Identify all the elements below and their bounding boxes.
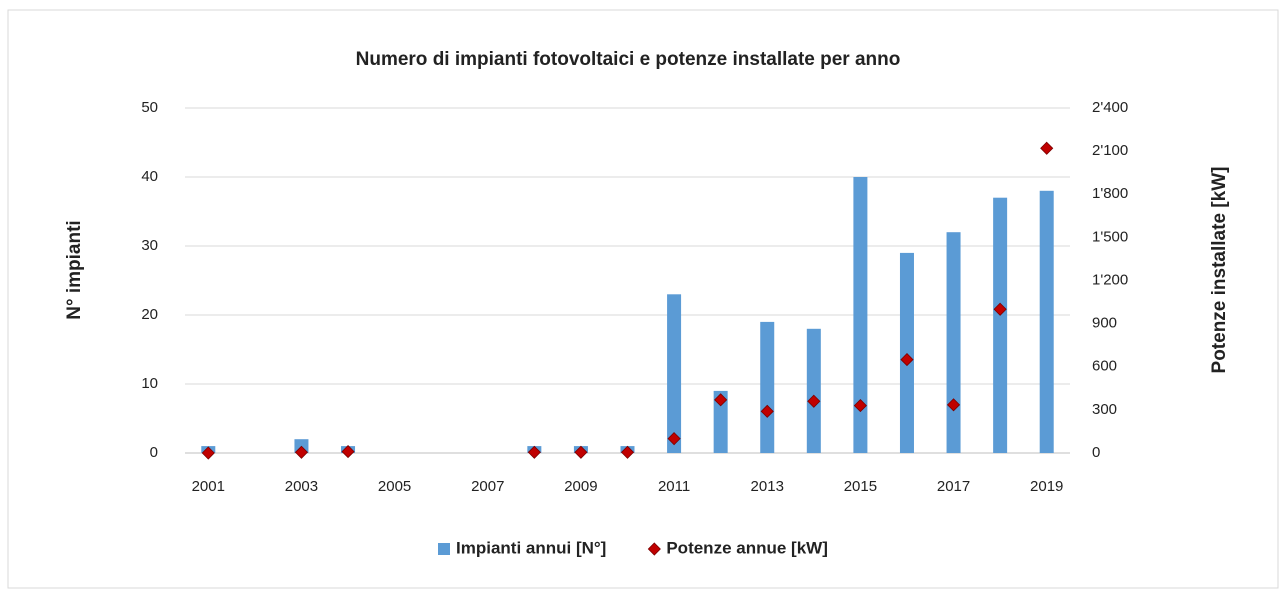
chart-border xyxy=(7,9,1279,589)
marker xyxy=(946,398,961,412)
marker xyxy=(341,444,355,459)
legend-swatch xyxy=(647,542,661,556)
y-tick-label: 40 xyxy=(141,168,158,185)
x-tick-label: 2015 xyxy=(844,478,877,495)
bar xyxy=(713,390,728,453)
bar xyxy=(993,197,1008,453)
y-tick-label: 30 xyxy=(141,237,158,254)
chart-title: Numero di impianti fotovoltaici e potenz… xyxy=(356,49,901,70)
x-tick-label: 2001 xyxy=(192,478,225,495)
marker xyxy=(853,398,867,413)
legend-swatch xyxy=(438,543,450,555)
y2-axis-title: Potenze installate [kW] xyxy=(1209,167,1230,374)
marker xyxy=(900,352,914,367)
x-tick-label: 2013 xyxy=(751,478,784,495)
x-tick-label: 2017 xyxy=(937,478,970,495)
marker xyxy=(667,432,681,446)
x-tick-label: 2009 xyxy=(564,478,597,495)
marker xyxy=(574,445,588,459)
y2-tick-label: 300 xyxy=(1092,401,1117,418)
y2-tick-label: 1'500 xyxy=(1092,228,1128,245)
y2-tick-label: 2'100 xyxy=(1092,142,1128,159)
marker xyxy=(807,394,821,408)
bar xyxy=(667,294,682,453)
marker xyxy=(294,445,309,459)
legend-label: Impianti annui [N°] xyxy=(456,538,606,557)
y2-tick-label: 0 xyxy=(1092,444,1100,461)
legend-label: Potenze annue [kW] xyxy=(666,538,828,557)
x-tick-label: 2019 xyxy=(1030,478,1063,495)
bar xyxy=(806,328,821,453)
marker xyxy=(760,404,774,418)
x-tick-label: 2005 xyxy=(378,478,411,495)
bar xyxy=(1039,190,1054,454)
y2-tick-label: 900 xyxy=(1092,315,1117,332)
marker xyxy=(714,393,728,407)
y2-tick-label: 2'400 xyxy=(1092,99,1128,116)
bar xyxy=(760,321,775,453)
marker xyxy=(620,445,635,459)
x-tick-label: 2007 xyxy=(471,478,504,495)
bar xyxy=(946,232,961,453)
y-tick-label: 20 xyxy=(141,306,158,323)
x-tick-label: 2011 xyxy=(658,478,690,495)
y-tick-label: 50 xyxy=(141,99,158,116)
y2-tick-label: 1'800 xyxy=(1092,185,1128,202)
bar xyxy=(899,252,914,453)
y-tick-label: 0 xyxy=(150,444,158,461)
y-axis-title: N° impianti xyxy=(64,220,85,319)
x-tick-label: 2003 xyxy=(285,478,318,495)
bar xyxy=(853,177,868,453)
y2-tick-label: 1'200 xyxy=(1092,271,1128,288)
marker xyxy=(527,445,541,459)
marker xyxy=(993,302,1007,316)
marker xyxy=(1040,141,1054,155)
y2-tick-label: 600 xyxy=(1092,358,1117,375)
marker xyxy=(201,446,215,460)
y-tick-label: 10 xyxy=(141,375,158,392)
